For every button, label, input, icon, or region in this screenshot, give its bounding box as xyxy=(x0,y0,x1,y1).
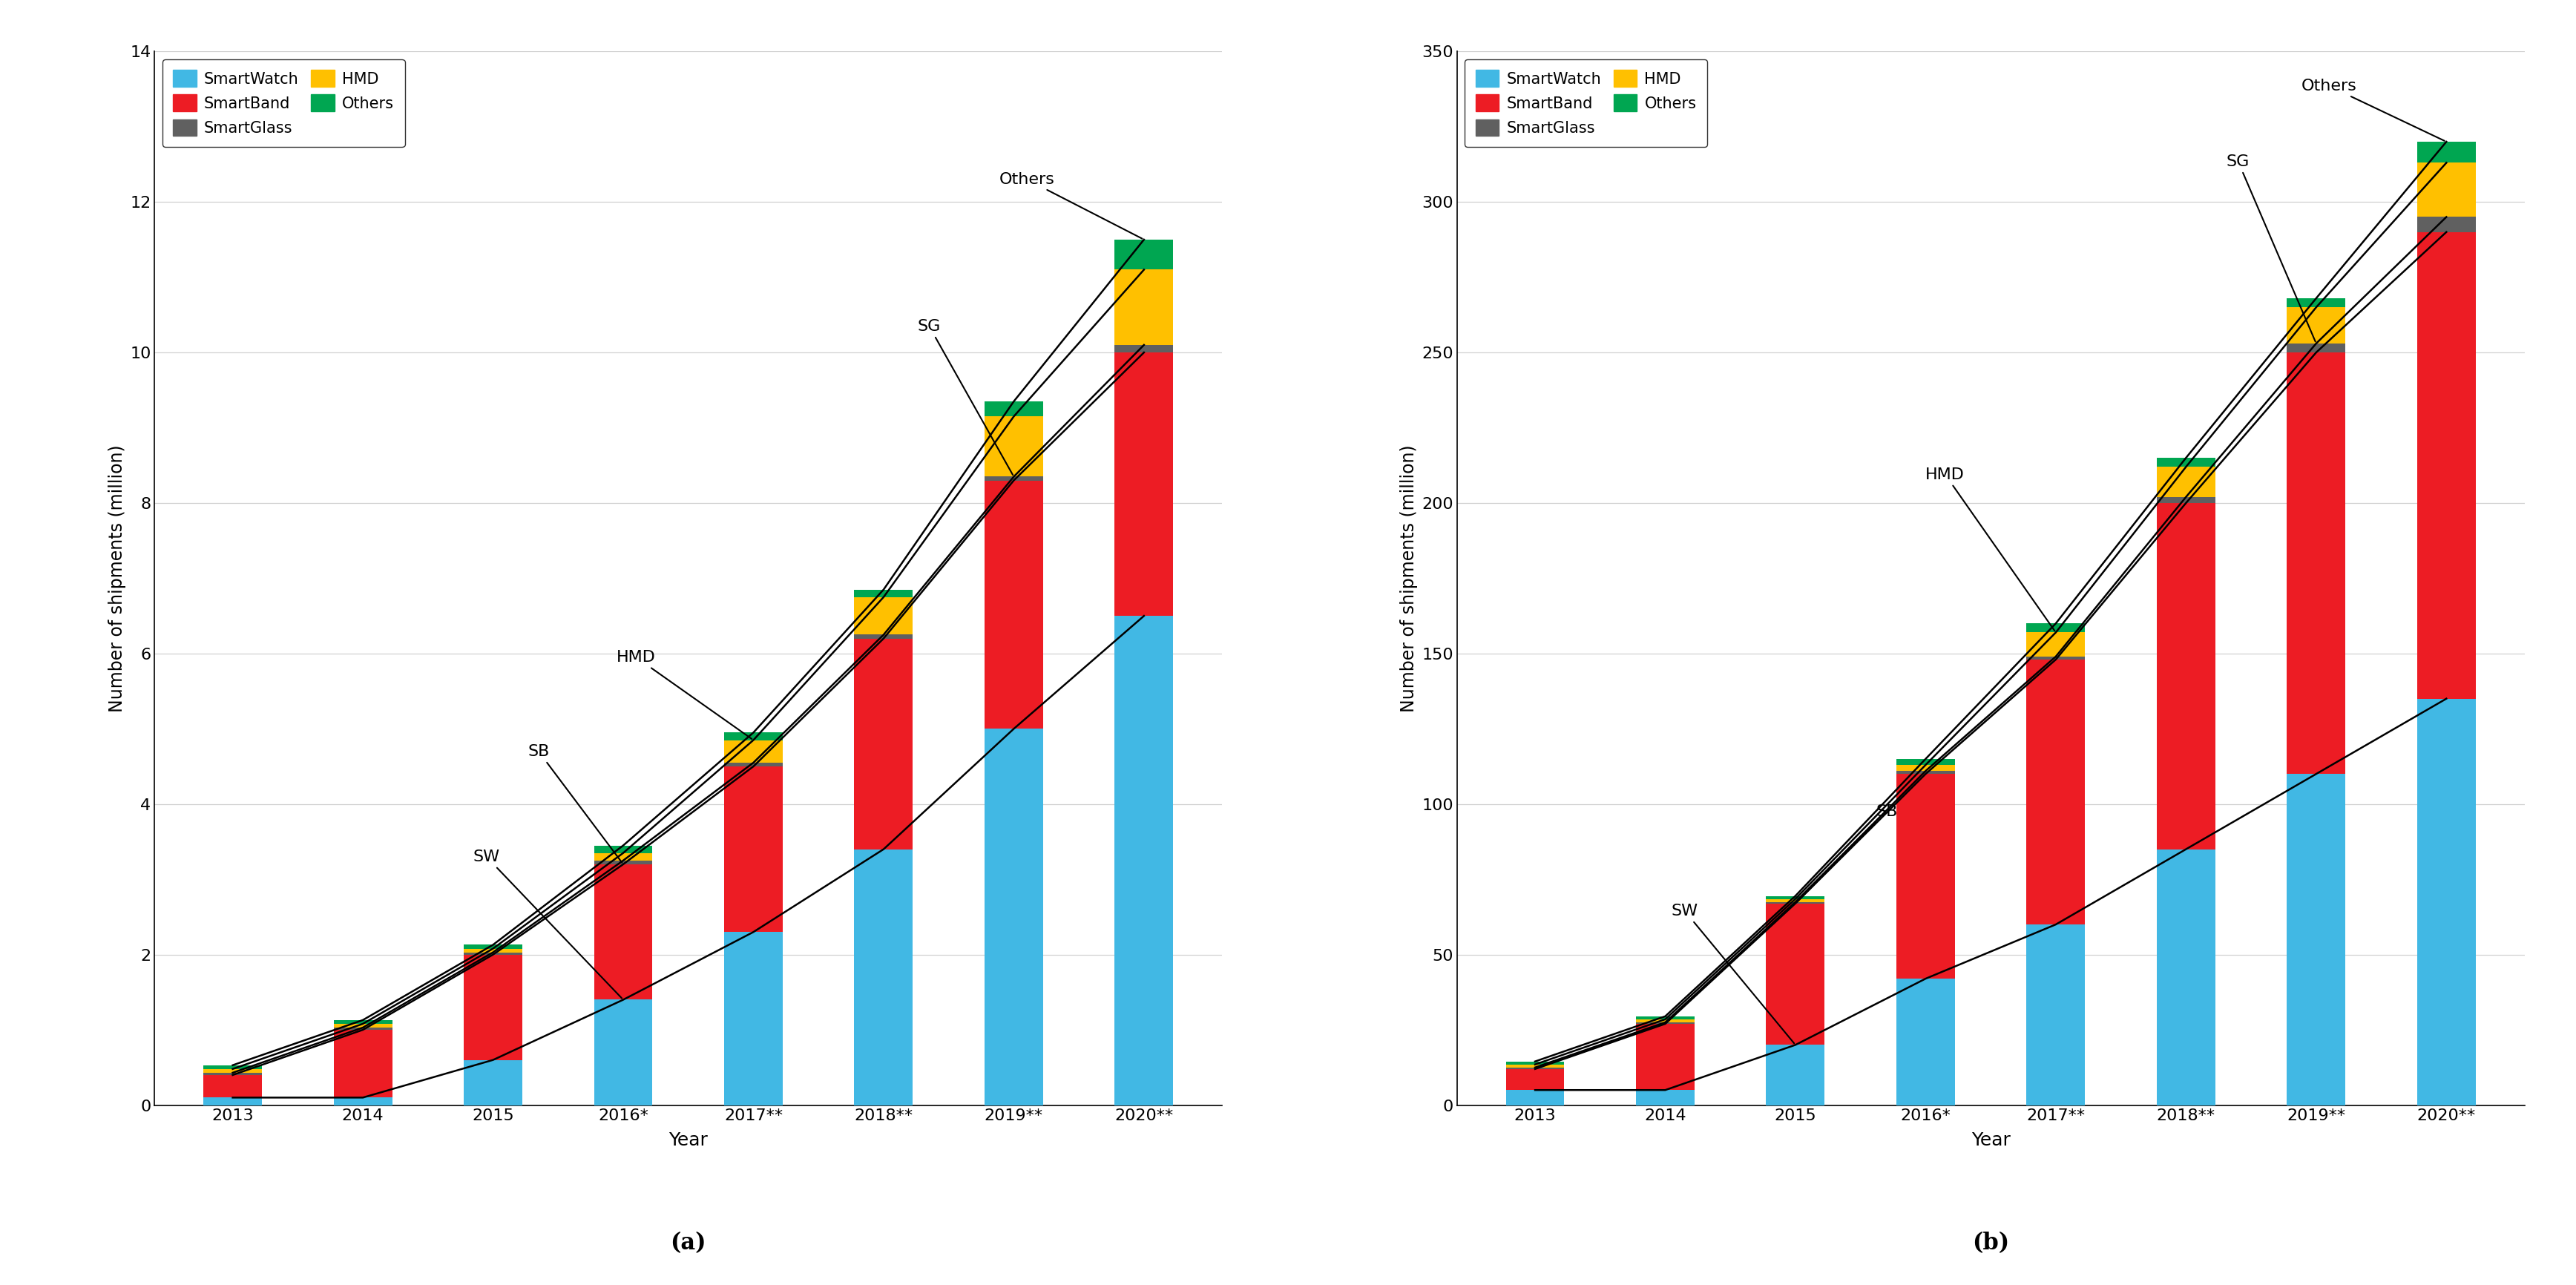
Bar xyxy=(464,1060,523,1105)
Text: SG: SG xyxy=(2226,154,2316,342)
Bar xyxy=(2156,466,2215,497)
Bar xyxy=(855,590,912,598)
Bar xyxy=(1636,1090,1695,1105)
Bar xyxy=(2416,163,2476,217)
Bar xyxy=(855,598,912,635)
X-axis label: Year: Year xyxy=(670,1132,708,1150)
Bar xyxy=(464,952,523,955)
Bar xyxy=(1636,1023,1695,1024)
Text: HMD: HMD xyxy=(616,650,752,739)
Y-axis label: Number of shipments (million): Number of shipments (million) xyxy=(108,445,126,712)
Bar xyxy=(1507,1068,1564,1069)
Bar xyxy=(2416,699,2476,1105)
Bar xyxy=(2027,632,2084,657)
Bar xyxy=(1767,902,1824,903)
Bar xyxy=(984,477,1043,481)
Bar xyxy=(1767,896,1824,899)
Bar xyxy=(1507,1069,1564,1090)
Bar xyxy=(1896,771,1955,774)
Bar xyxy=(1115,344,1172,352)
Bar xyxy=(724,766,783,932)
Bar xyxy=(1636,1019,1695,1023)
Bar xyxy=(2416,217,2476,233)
Bar xyxy=(984,416,1043,477)
Bar xyxy=(2156,457,2215,466)
Text: Others: Others xyxy=(2300,78,2445,141)
Bar xyxy=(724,732,783,740)
Bar xyxy=(2027,657,2084,659)
Bar xyxy=(984,481,1043,729)
Bar xyxy=(1507,1064,1564,1068)
Bar xyxy=(2416,141,2476,163)
X-axis label: Year: Year xyxy=(1971,1132,2009,1150)
Text: HMD: HMD xyxy=(1924,466,2056,631)
Bar xyxy=(1896,774,1955,979)
Bar xyxy=(464,955,523,1060)
Bar xyxy=(204,1076,263,1097)
Y-axis label: Number of shipments (million): Number of shipments (million) xyxy=(1399,445,1417,712)
Bar xyxy=(464,948,523,952)
Bar xyxy=(1767,903,1824,1045)
Bar xyxy=(595,1000,652,1105)
Bar xyxy=(724,763,783,766)
Bar xyxy=(595,853,652,861)
Bar xyxy=(332,1024,392,1028)
Bar xyxy=(1896,765,1955,771)
Bar xyxy=(2156,497,2215,502)
Text: (b): (b) xyxy=(1973,1231,2009,1254)
Text: SB: SB xyxy=(1798,804,1899,902)
Bar xyxy=(1636,1016,1695,1019)
Legend: SmartWatch, SmartBand, SmartGlass, HMD, Others: SmartWatch, SmartBand, SmartGlass, HMD, … xyxy=(1466,59,1708,146)
Bar xyxy=(464,944,523,948)
Bar xyxy=(204,1069,263,1073)
Bar xyxy=(1767,1045,1824,1105)
Bar xyxy=(1896,979,1955,1105)
Bar xyxy=(2287,343,2347,352)
Bar xyxy=(332,1020,392,1024)
Bar xyxy=(1115,239,1172,270)
Bar xyxy=(595,865,652,1000)
Bar xyxy=(855,849,912,1105)
Bar xyxy=(2027,659,2084,924)
Text: (a): (a) xyxy=(670,1231,706,1254)
Bar xyxy=(1115,352,1172,616)
Bar xyxy=(2287,352,2347,774)
Text: SG: SG xyxy=(917,319,1012,475)
Bar xyxy=(2287,774,2347,1105)
Bar xyxy=(2156,502,2215,849)
Bar xyxy=(204,1065,263,1069)
Text: Others: Others xyxy=(999,172,1141,239)
Bar xyxy=(2287,298,2347,307)
Bar xyxy=(2287,307,2347,343)
Bar xyxy=(1896,759,1955,765)
Bar xyxy=(855,635,912,639)
Bar xyxy=(984,401,1043,416)
Legend: SmartWatch, SmartBand, SmartGlass, HMD, Others: SmartWatch, SmartBand, SmartGlass, HMD, … xyxy=(162,59,404,146)
Bar xyxy=(332,1029,392,1097)
Bar xyxy=(204,1073,263,1076)
Bar xyxy=(595,861,652,865)
Bar xyxy=(332,1097,392,1105)
Bar xyxy=(1115,616,1172,1105)
Bar xyxy=(984,729,1043,1105)
Bar xyxy=(595,846,652,853)
Bar xyxy=(2027,623,2084,632)
Bar xyxy=(2416,233,2476,699)
Bar xyxy=(2027,924,2084,1105)
Bar xyxy=(204,1097,263,1105)
Text: SB: SB xyxy=(528,744,621,862)
Bar xyxy=(724,932,783,1105)
Bar xyxy=(855,639,912,849)
Bar xyxy=(2156,849,2215,1105)
Bar xyxy=(332,1028,392,1029)
Bar xyxy=(1507,1061,1564,1064)
Bar xyxy=(1636,1024,1695,1090)
Text: SW: SW xyxy=(1672,903,1793,1043)
Text: SW: SW xyxy=(474,849,621,998)
Bar xyxy=(724,740,783,763)
Bar xyxy=(1115,270,1172,344)
Bar xyxy=(1767,899,1824,902)
Bar xyxy=(1507,1090,1564,1105)
